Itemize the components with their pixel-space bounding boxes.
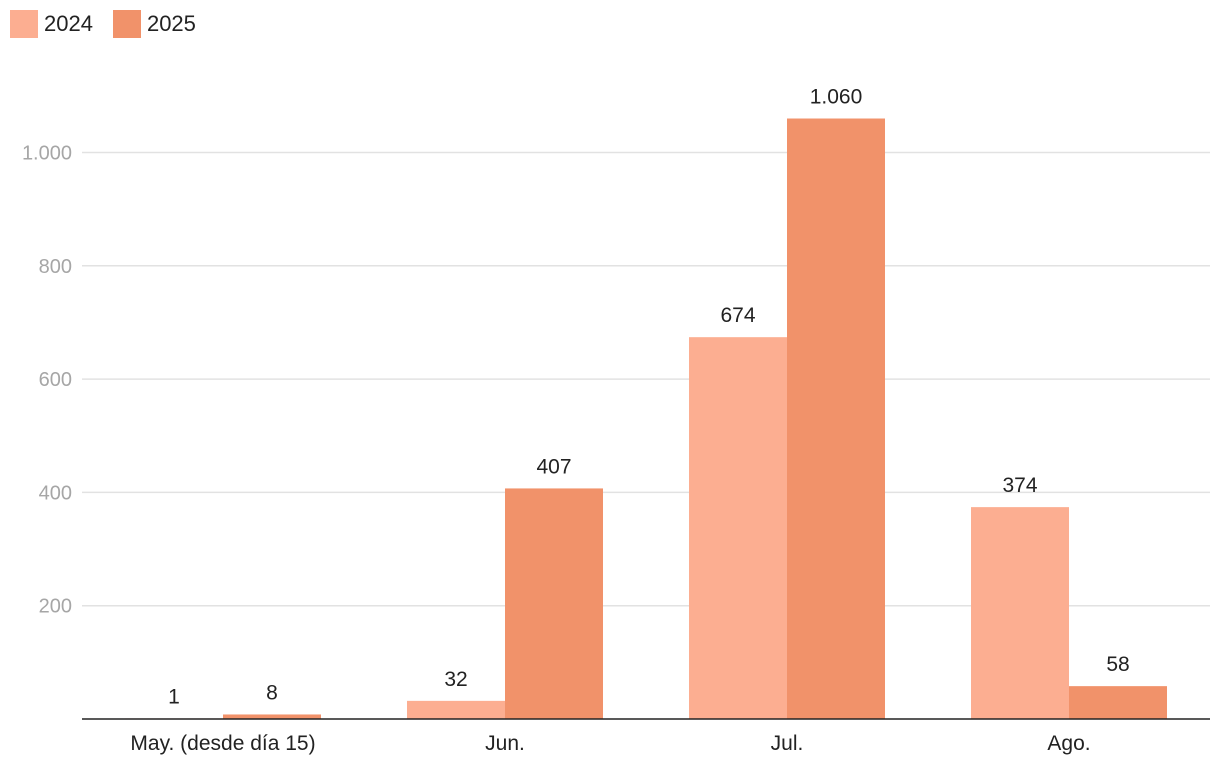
y-tick-label: 200 [39,596,72,618]
data-label-2024-1: 32 [444,668,467,691]
y-tick-label: 600 [39,369,72,391]
legend-label-2024: 2024 [44,11,93,36]
legend-item-2024: 2024 [10,10,93,38]
bar-2025-0 [223,714,321,719]
data-label-2024-2: 674 [720,304,755,327]
data-label-2025-0: 8 [266,681,278,704]
y-tick-label: 800 [39,256,72,278]
legend-swatch-2024 [10,10,38,38]
data-label-2025-3: 58 [1106,653,1129,676]
legend-item-2025: 2025 [112,10,196,38]
bar-2025-3 [1069,686,1167,719]
data-label-2025-1: 407 [536,455,571,478]
x-tick-label: Jul. [771,732,804,755]
x-tick-label: Ago. [1047,732,1090,755]
data-label-2025-2: 1.060 [810,86,863,109]
data-label-2024-3: 374 [1002,474,1037,497]
y-tick-label: 1.000 [22,143,72,165]
bar-2024-2 [689,337,787,719]
y-tick-label: 400 [39,482,72,504]
x-tick-label: May. (desde día 15) [130,732,315,755]
bar-2025-1 [505,488,603,719]
bar-2024-1 [407,700,505,719]
x-tick-label: Jun. [485,732,525,755]
bar-2024-3 [971,507,1069,719]
legend-label-2025: 2025 [146,11,196,36]
data-label-2024-0: 1 [168,685,180,708]
bar-2025-2 [787,118,885,719]
legend: 2024 2025 [10,10,196,38]
legend-swatch-2025 [112,10,141,38]
